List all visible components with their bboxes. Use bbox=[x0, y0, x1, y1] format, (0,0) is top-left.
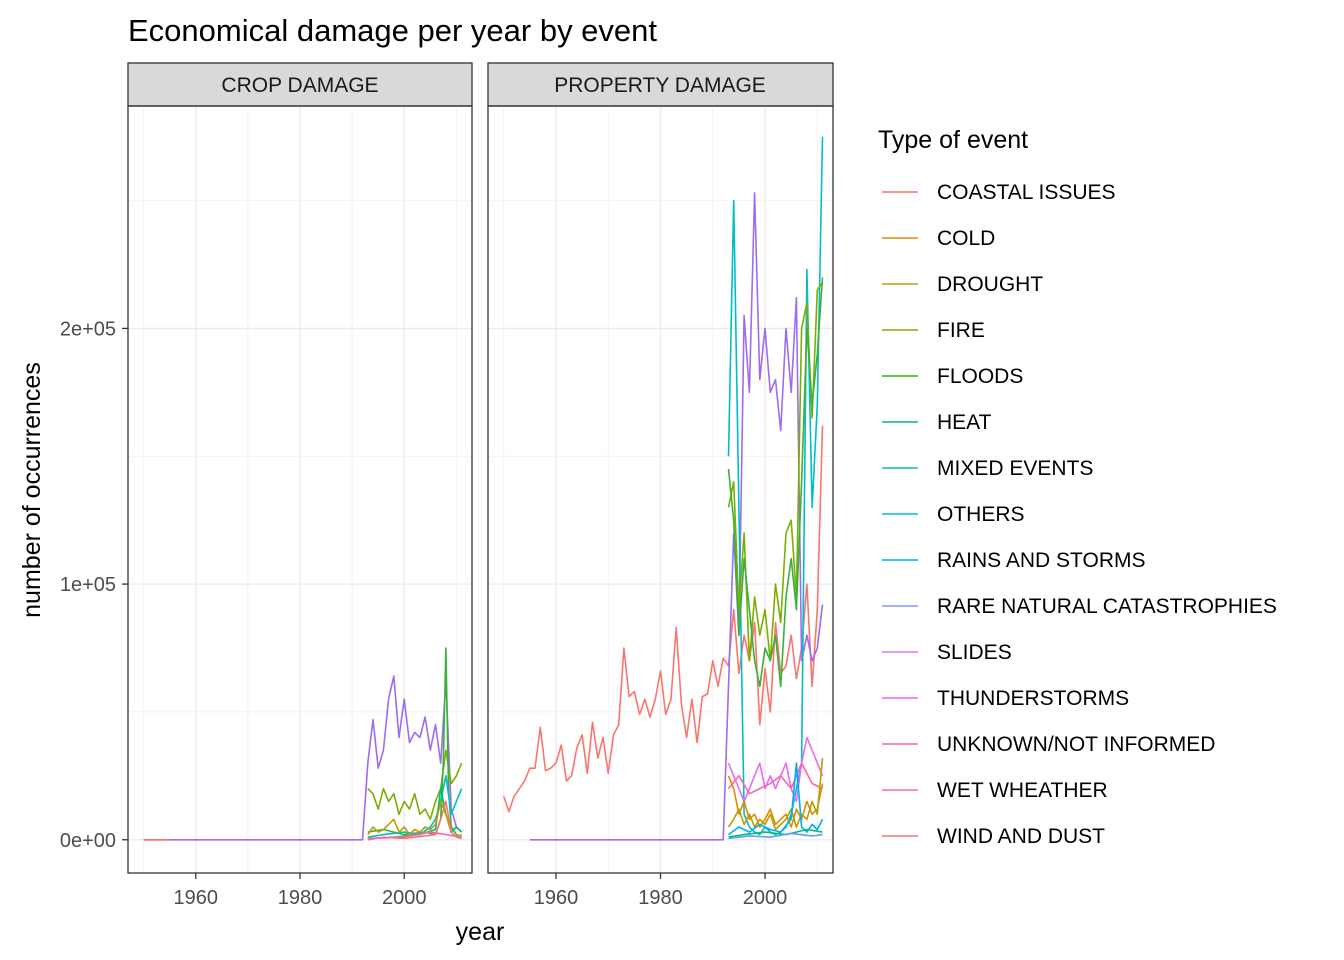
series-line-1-11 bbox=[728, 832, 823, 840]
strip-crop-damage bbox=[127, 62, 473, 107]
legend-label-wet-wheather: WET WHEATHER bbox=[937, 779, 1108, 802]
legend-label-wind-and-dust: WIND AND DUST bbox=[937, 825, 1105, 848]
legend-label-heat: HEAT bbox=[937, 411, 992, 434]
legend-label-unknown-not-informed: UNKNOWN/NOT INFORMED bbox=[937, 733, 1215, 756]
panel-crop-damage: CROP DAMAGE bbox=[127, 62, 473, 874]
y-tick-label: 2e+05 bbox=[60, 318, 116, 340]
series-line-0-0 bbox=[143, 675, 463, 841]
series-line-0-4 bbox=[367, 787, 463, 840]
y-axis-title: number of occurrences bbox=[18, 362, 46, 618]
series-line-0-7 bbox=[367, 831, 462, 840]
x-axis: 1960 1980 2000 1960 1980 2000 bbox=[174, 873, 788, 909]
legend: Type of event COASTAL ISSUES COLD DROUGHT F… bbox=[878, 126, 1277, 848]
series-line-1-9 bbox=[728, 762, 824, 836]
legend-label-mixed-events: MIXED EVENTS bbox=[937, 457, 1093, 480]
x-tick-label: 1980 bbox=[638, 887, 683, 909]
strip-property-damage bbox=[487, 62, 834, 107]
series-line-0-3 bbox=[367, 774, 463, 838]
legend-label-coastal-issues: COASTAL ISSUES bbox=[937, 181, 1116, 204]
series-line-1-2 bbox=[727, 136, 824, 836]
legend-label-rains-and-storms: RAINS AND STORMS bbox=[937, 549, 1145, 572]
series-line-1-10 bbox=[728, 828, 823, 838]
series-line-0-5 bbox=[367, 800, 462, 839]
legend-label-slides: SLIDES bbox=[937, 641, 1012, 664]
plot-area-crop-damage bbox=[128, 106, 472, 873]
strip-label-crop-damage: CROP DAMAGE bbox=[221, 74, 378, 97]
x-tick-label: 2000 bbox=[382, 887, 427, 909]
x-tick-label: 2000 bbox=[743, 887, 788, 909]
x-axis-title: year bbox=[456, 918, 505, 946]
strip-label-property-damage: PROPERTY DAMAGE bbox=[554, 74, 766, 97]
legend-label-drought: DROUGHT bbox=[937, 273, 1043, 296]
legend-label-thunderstorms: THUNDERSTORMS bbox=[937, 687, 1129, 710]
legend-title: Type of event bbox=[878, 126, 1028, 154]
series-line-0-1 bbox=[367, 749, 463, 821]
legend-label-fire: FIRE bbox=[937, 319, 985, 342]
legend-label-others: OTHERS bbox=[937, 503, 1025, 526]
chart-title: Economical damage per year by event bbox=[128, 13, 657, 48]
series-line-1-1 bbox=[529, 192, 824, 841]
x-tick-label: 1960 bbox=[174, 887, 219, 909]
y-tick-label: 1e+05 bbox=[60, 574, 116, 596]
legend-label-rare-natural-catastrophies: RARE NATURAL CATASTROPHIES bbox=[937, 595, 1277, 618]
panel-property-damage: PROPERTY DAMAGE bbox=[487, 62, 834, 874]
legend-label-floods: FLOODS bbox=[937, 365, 1023, 388]
legend-label-cold: COLD bbox=[937, 227, 995, 250]
x-tick-label: 1960 bbox=[534, 887, 579, 909]
plot-area-property-damage bbox=[488, 106, 833, 873]
series-line-1-7 bbox=[727, 775, 824, 828]
series-line-1-6 bbox=[727, 762, 823, 795]
y-tick-label: 0e+00 bbox=[60, 830, 116, 852]
series-line-1-8 bbox=[727, 757, 824, 831]
series-line-1-4 bbox=[727, 277, 824, 688]
series-line-1-3 bbox=[727, 281, 824, 662]
x-tick-label: 1980 bbox=[278, 887, 323, 909]
series-line-1-0 bbox=[502, 425, 824, 813]
y-axis: 0e+00 1e+05 2e+05 bbox=[60, 318, 128, 852]
